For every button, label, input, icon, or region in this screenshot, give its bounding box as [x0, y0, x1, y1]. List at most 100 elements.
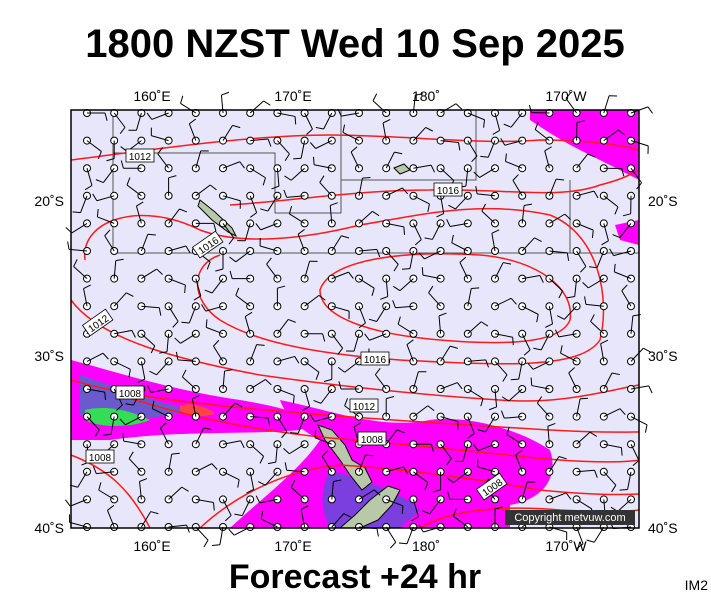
- barb-staff: [358, 454, 366, 472]
- barb-feather: [475, 185, 478, 195]
- wind-barb: [515, 449, 527, 476]
- barb-feather: [338, 381, 342, 390]
- wind-barb: [393, 274, 418, 292]
- isobar: [199, 464, 640, 529]
- barb-staff: [195, 150, 202, 169]
- wind-barb: [622, 191, 635, 217]
- barb-feather: [424, 237, 433, 240]
- barb-staff: [413, 127, 427, 141]
- barb-feather: [209, 184, 217, 191]
- barb-staff: [428, 292, 441, 307]
- wind-barb: [619, 467, 635, 491]
- isobar-label-box: [125, 148, 155, 163]
- barb-staff: [166, 333, 170, 352]
- copyright-box: [505, 510, 635, 525]
- barb-feather: [422, 510, 430, 515]
- wind-barb: [599, 467, 617, 493]
- wind-barb: [475, 185, 499, 200]
- barb-feather: [564, 213, 571, 220]
- wind-barb: [436, 312, 447, 338]
- wind-barb: [284, 164, 309, 181]
- barb-staff: [386, 466, 404, 473]
- wind-barb: [246, 467, 255, 494]
- barb-feather: [224, 515, 232, 522]
- barb-staff: [222, 499, 232, 516]
- wind-barb: [300, 357, 320, 380]
- wind-barb: [110, 329, 136, 338]
- barb-staff: [286, 469, 305, 473]
- barb-staff: [331, 333, 344, 349]
- barb-feather: [480, 321, 489, 327]
- barb-feather: [309, 142, 316, 149]
- wind-barb: [259, 238, 282, 255]
- wind-barb: [164, 486, 189, 504]
- barb-feather: [257, 481, 266, 486]
- wind-barb: [572, 467, 598, 478]
- barb-staff: [140, 361, 146, 380]
- wind-barb: [205, 319, 227, 338]
- barb-staff: [250, 416, 269, 419]
- barb-feather: [515, 449, 523, 456]
- barb-staff: [128, 458, 142, 473]
- barb-feather: [372, 210, 380, 217]
- barb-staff: [429, 499, 441, 515]
- barb-feather: [284, 153, 290, 161]
- barb-staff: [548, 456, 560, 473]
- barb-feather: [411, 516, 419, 522]
- barb-feather: [350, 146, 358, 153]
- wind-barb: [146, 109, 173, 120]
- barb-staff: [533, 360, 550, 370]
- wind-barb: [380, 274, 391, 300]
- barb-feather: [171, 452, 180, 455]
- barb-feather: [539, 275, 544, 283]
- wind-barb: [545, 274, 564, 299]
- barb-feather: [545, 323, 553, 328]
- barb-staff: [536, 402, 550, 417]
- wind-barb: [273, 136, 290, 161]
- barb-staff: [406, 526, 414, 544]
- barb-staff: [123, 440, 142, 445]
- wind-barb: [164, 274, 186, 294]
- barb-feather: [376, 249, 381, 258]
- barb-staff: [304, 361, 320, 373]
- barb-staff: [222, 440, 241, 445]
- barb-feather: [374, 367, 381, 375]
- wind-barb: [572, 153, 596, 173]
- wind-barb: [382, 247, 399, 272]
- barb-staff: [211, 278, 224, 294]
- barb-staff: [206, 326, 224, 335]
- barb-feather: [126, 177, 131, 186]
- barb-feather: [424, 482, 429, 491]
- barb-staff: [613, 250, 632, 257]
- barb-feather: [174, 337, 181, 344]
- wind-barb: [609, 247, 635, 257]
- top-lon-label: 170˚W: [545, 88, 587, 104]
- barb-feather: [120, 160, 124, 169]
- barb-staff: [462, 444, 469, 462]
- barb-feather: [84, 185, 93, 191]
- wind-barb: [213, 339, 227, 366]
- wind-barb: [436, 412, 459, 430]
- barb-feather: [234, 402, 243, 408]
- wind-barb: [288, 206, 309, 228]
- wind-barb: [590, 314, 608, 338]
- barb-feather: [534, 121, 539, 130]
- wind-barb: [83, 109, 108, 121]
- barb-staff: [222, 223, 235, 239]
- wind-barb: [246, 412, 271, 427]
- barb-staff: [86, 388, 105, 393]
- wind-barb: [219, 219, 235, 245]
- wind-barb: [164, 245, 191, 255]
- region-line: [113, 110, 342, 214]
- barb-feather: [294, 116, 297, 125]
- barb-feather: [122, 433, 125, 442]
- wind-barb: [327, 271, 354, 283]
- barb-staff: [630, 443, 640, 461]
- barb-staff: [156, 361, 169, 376]
- barb-staff: [195, 498, 214, 504]
- barb-staff: [576, 153, 589, 169]
- barb-staff: [168, 208, 180, 224]
- barb-feather: [150, 345, 156, 354]
- wind-barb: [346, 329, 363, 352]
- barb-staff: [182, 376, 197, 390]
